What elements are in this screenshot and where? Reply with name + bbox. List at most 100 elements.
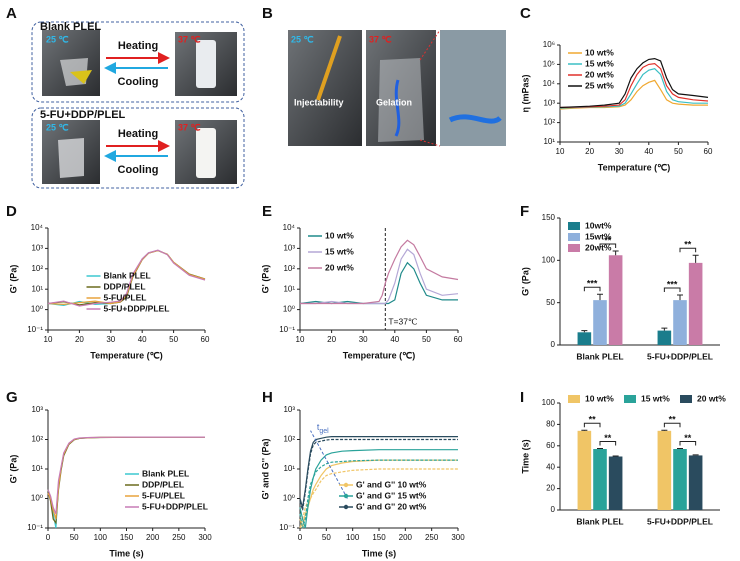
temp-label: 37 ℃ [369,34,392,44]
legend-swatch [568,222,580,230]
annotation: tgel [317,422,329,434]
bar [577,430,592,510]
photo [440,30,506,146]
significance-label: ** [604,235,612,245]
x-tick-label: 60 [201,335,210,344]
series-line [300,239,459,305]
x-tick-label: 5-FU+DDP/PLEL [647,351,713,361]
x-tick-label: Blank PLEL [576,351,623,361]
annotation-sub: gel [319,428,329,435]
legend-marker [343,482,349,488]
legend-label: Blank PLEL [104,270,151,280]
gel [70,70,92,84]
x-tick-label: 0 [46,533,51,542]
y-tick-label: 60 [546,441,555,450]
legend-label: 10 wt% [325,230,354,240]
x-tick-label: 5-FU+DDP/PLEL [647,516,713,526]
x-tick-label: 100 [346,533,360,542]
x-tick-label: 50 [322,533,331,542]
y-axis-label: Time (s) [520,439,530,473]
legend-swatch [568,244,580,252]
x-tick-label: 150 [372,533,386,542]
group-title: 5-FU+DDP/PLEL [40,109,126,121]
y-tick-label: 10⁴ [543,79,556,88]
legend-label: 15 wt% [641,393,670,403]
bar [593,300,607,345]
bar [688,455,703,510]
x-tick-label: 150 [120,533,134,542]
temp-label: 25 ℃ [46,122,69,132]
photo [288,30,362,146]
y-tick-label: 10¹ [543,137,555,146]
x-tick-label: 50 [674,147,683,156]
caption: Gelation [376,97,412,107]
series-line [299,449,458,529]
legend-label: 20wt% [585,242,612,252]
x-tick-label: 50 [422,335,431,344]
x-axis-label: Time (s) [109,548,143,558]
y-axis-label: η (mPas) [520,74,530,112]
y-tick-label: 150 [542,213,556,222]
gel [394,79,401,137]
y-tick-label: 100 [542,398,556,407]
x-axis-label: Time (s) [362,548,396,558]
y-tick-label: 0 [551,340,556,349]
vial [196,128,216,178]
vial [196,40,216,88]
error-bar [677,294,683,301]
significance-label: ** [604,433,612,443]
y-tick-label: 10¹ [31,284,43,293]
y-tick-label: 80 [546,420,555,429]
x-tick-label: 10 [556,147,565,156]
gel-arrow [310,430,348,499]
x-tick-label: 50 [169,335,178,344]
y-tick-label: 10³ [283,405,295,414]
y-tick-label: 10⁻¹ [27,523,43,532]
x-tick-label: 50 [70,533,79,542]
y-tick-label: 50 [546,298,555,307]
series-line [299,438,458,511]
bar [608,456,623,510]
x-tick-label: 20 [327,335,336,344]
panel-letter: F [520,203,529,220]
series-line [299,261,458,305]
legend-label: DDP/PLEL [142,479,184,489]
legend-label: Blank PLEL [142,468,189,478]
series-line [299,436,458,508]
legend-label: 5-FU+DDP/PLEL [142,501,208,511]
legend-marker [343,504,349,510]
series-line [559,68,708,109]
legend-label: 20 wt% [697,393,726,403]
legend-label: 5-FU/PLEL [142,490,185,500]
series-line [47,249,206,307]
significance-label: ** [669,415,677,425]
y-tick-label: 10² [283,435,295,444]
y-tick-label: 20 [546,484,555,493]
significance-label: *** [587,279,598,289]
legend-label: DDP/PLEL [104,281,146,291]
x-tick-label: 10 [296,335,305,344]
y-tick-label: 10⁻¹ [27,325,43,334]
error-bar [581,429,588,431]
x-tick-label: 300 [198,533,212,542]
legend-label: 25 wt% [585,80,614,90]
y-tick-label: 10⁴ [31,223,44,232]
y-tick-label: 100 [542,255,556,264]
error-bar [597,447,603,450]
significance-bracket [663,287,681,293]
significance-label: ** [684,433,692,443]
y-tick-label: 40 [546,462,555,471]
legend-label: 20 wt% [325,262,354,272]
y-tick-label: 10⁶ [543,40,555,49]
axis [559,45,708,143]
y-tick-label: 10³ [31,244,43,253]
x-tick-label: 30 [615,147,624,156]
temp-label: 25 ℃ [46,34,69,44]
legend-label: 15 wt% [325,246,354,256]
bar [593,449,607,510]
y-tick-label: 10⁴ [283,223,296,232]
significance-bracket [663,422,681,428]
annotation-main: t [317,422,320,432]
x-tick-label: 30 [359,335,368,344]
legend-swatch [680,395,692,403]
